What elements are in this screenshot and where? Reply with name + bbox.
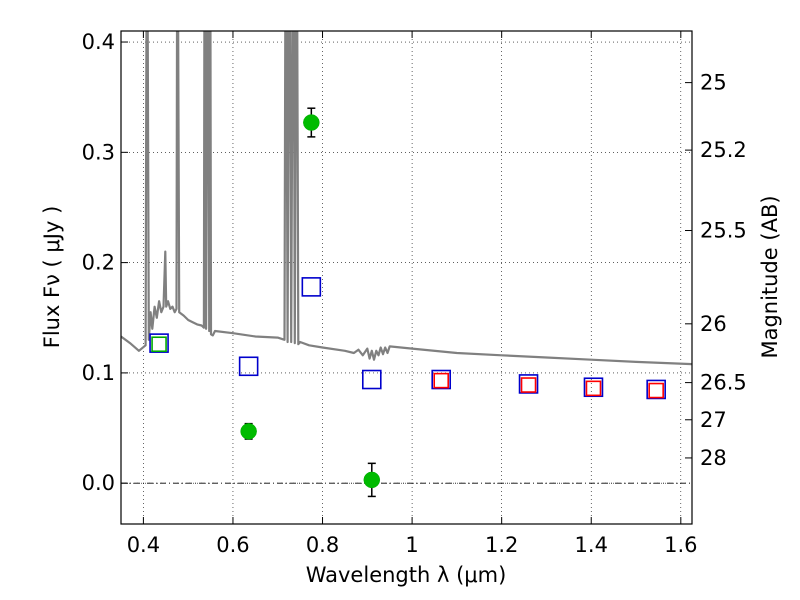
- magnitude-tick-label: 25: [700, 71, 727, 95]
- x-tick-label: 0.6: [216, 533, 249, 557]
- magnitude-tick-label: 26.5: [700, 371, 747, 395]
- y-tick-label: 0.4: [82, 30, 115, 54]
- blue-square-marker: [149, 333, 169, 353]
- magnitude-tick-labels: 25 25.2 25.5 26 26.5 27 28: [700, 71, 747, 470]
- y-tick-labels: 0.0 0.1 0.2 0.3 0.4: [82, 30, 115, 495]
- blue-square-marker: [518, 374, 539, 394]
- axis-ticks: [121, 31, 692, 524]
- x-tick-label: 0.8: [306, 533, 339, 557]
- x-tick-labels: 0.4 0.6 0.8 1 1.2 1.4 1.6: [127, 533, 698, 557]
- x-tick-label: 1.6: [664, 533, 697, 557]
- y-tick-label: 0.2: [82, 251, 115, 275]
- blue-square-marker: [238, 356, 259, 377]
- magnitude-tick-label: 25.2: [700, 138, 747, 162]
- y-tick-label: 0.3: [82, 140, 115, 164]
- magnitude-tick-label: 28: [700, 446, 727, 470]
- plot-frame: [120, 30, 693, 525]
- y2-axis-label: Magnitude (AB): [758, 195, 782, 358]
- x-tick-label: 0.4: [127, 533, 160, 557]
- y-tick-label: 0.0: [82, 471, 115, 495]
- blue-square-marker: [301, 277, 322, 297]
- x-tick-label: 1: [405, 533, 418, 557]
- red-square-marker: [520, 377, 537, 393]
- red-square-marker: [433, 372, 450, 389]
- blue-square-marker: [361, 369, 382, 390]
- magnitude-tick-label: 25.5: [700, 219, 747, 243]
- series-layer: [121, 31, 692, 498]
- model-spectrum-line: [121, 31, 692, 366]
- red-square-marker: [648, 382, 664, 399]
- x-tick-label: 1.4: [575, 533, 608, 557]
- green-data-point: [363, 471, 381, 489]
- magnitude-tick-label: 26: [700, 312, 727, 336]
- red-square-marker: [585, 380, 602, 397]
- green-square-marker: [151, 336, 167, 353]
- blue-square-marker: [583, 377, 604, 398]
- x-axis-label: Wavelength λ (μm): [306, 563, 507, 587]
- x-tick-label: 1.2: [485, 533, 518, 557]
- magnitude-tick-label: 27: [700, 408, 727, 432]
- blue-square-marker: [646, 379, 666, 400]
- plot-background: [121, 31, 692, 524]
- y-axis-label: Flux Fν ( μJy ): [40, 206, 64, 349]
- y-tick-label: 0.1: [82, 361, 115, 385]
- green-data-point: [240, 423, 257, 440]
- green-data-point: [303, 114, 320, 131]
- blue-square-marker: [431, 369, 452, 390]
